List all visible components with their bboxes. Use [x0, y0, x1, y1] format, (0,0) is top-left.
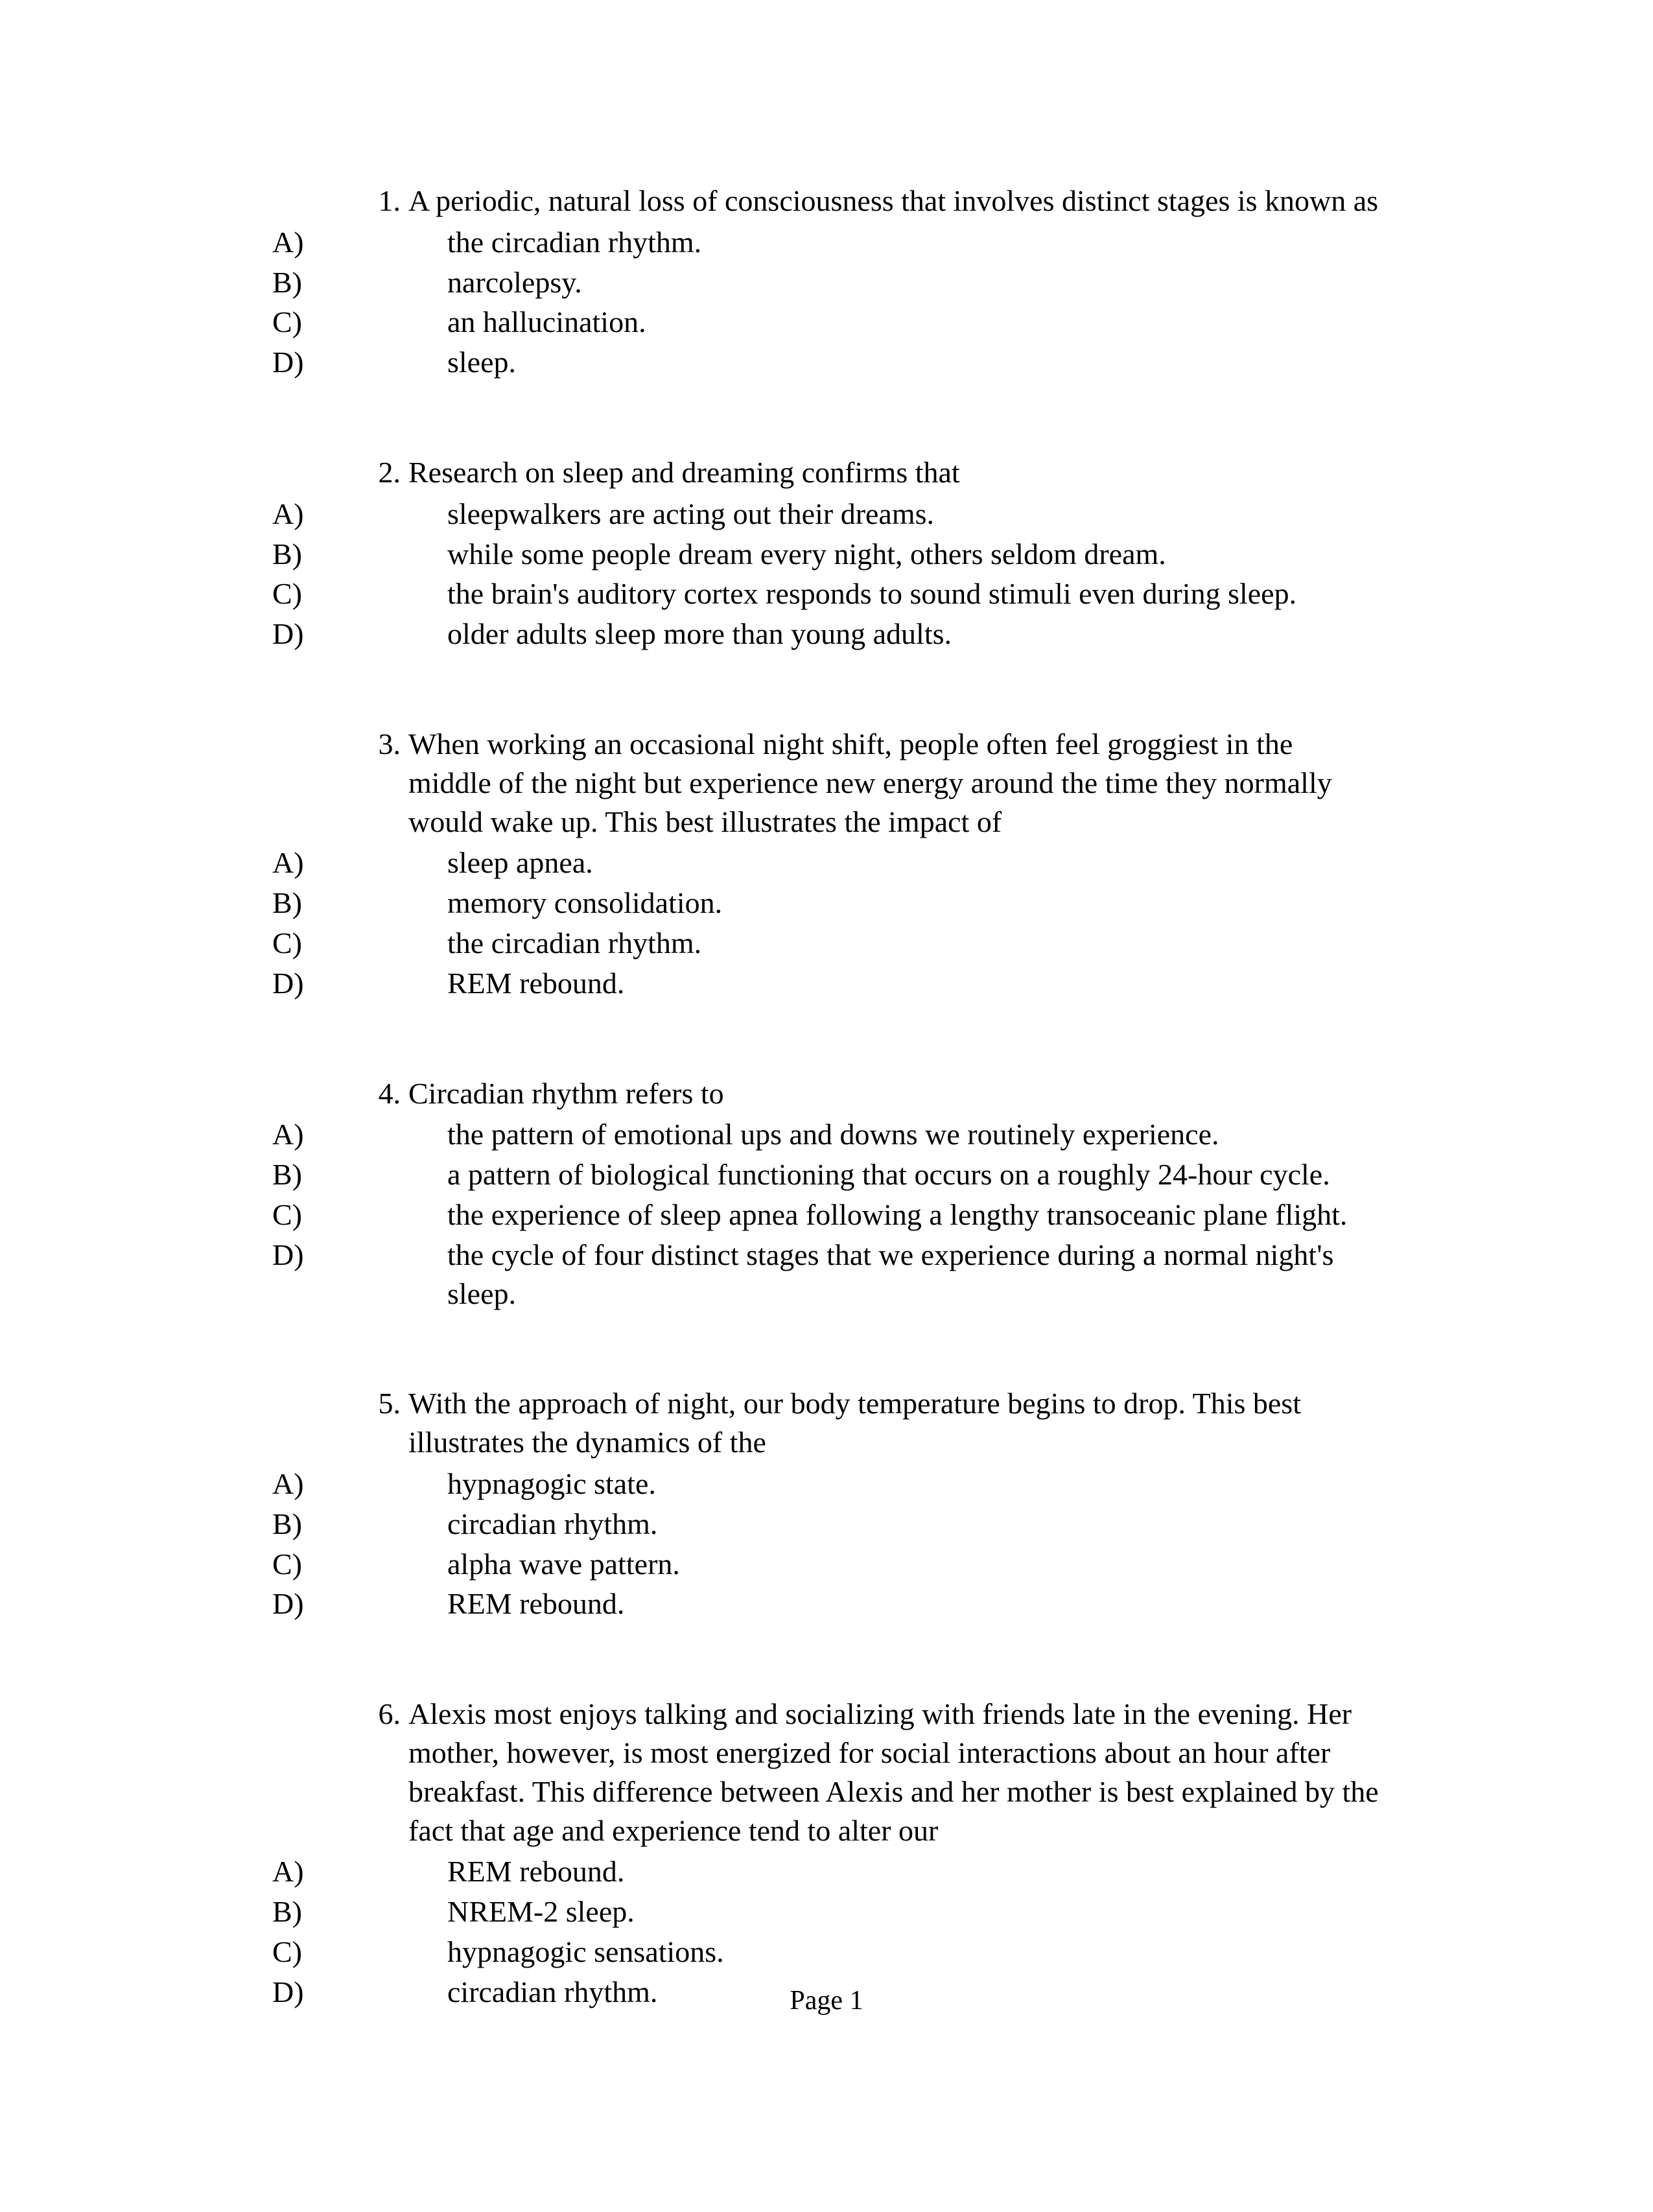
option-label: A)	[272, 495, 447, 534]
option-text: the brain's auditory cortex responds to …	[447, 574, 1381, 613]
option-label: C)	[272, 303, 447, 342]
option-label: B)	[272, 535, 447, 574]
option-text: narcolepsy.	[447, 263, 1381, 302]
option-row: C) hypnagogic sensations.	[272, 1933, 1381, 1971]
option-label: A)	[272, 1852, 447, 1891]
page-footer: Page 1	[0, 1985, 1653, 2016]
question-stem: 6. Alexis most enjoys talking and social…	[272, 1695, 1381, 1850]
option-row: B) a pattern of biological functioning t…	[272, 1155, 1381, 1194]
option-label: B)	[272, 1892, 447, 1931]
question-stem: 4. Circadian rhythm refers to	[272, 1074, 1381, 1113]
option-text: REM rebound.	[447, 1852, 1381, 1891]
question-text: Circadian rhythm refers to	[408, 1074, 1381, 1113]
option-row: A) sleep apnea.	[272, 843, 1381, 882]
option-row: D) the cycle of four distinct stages tha…	[272, 1236, 1381, 1313]
option-text: NREM-2 sleep.	[447, 1892, 1381, 1931]
option-label: C)	[272, 924, 447, 963]
option-row: B) NREM-2 sleep.	[272, 1892, 1381, 1931]
question-block: 2. Research on sleep and dreaming confir…	[272, 453, 1381, 653]
option-row: B) while some people dream every night, …	[272, 535, 1381, 574]
option-row: C) the brain's auditory cortex responds …	[272, 574, 1381, 613]
option-label: D)	[272, 964, 447, 1003]
option-row: C) the circadian rhythm.	[272, 924, 1381, 963]
question-number: 3.	[350, 725, 408, 841]
option-text: while some people dream every night, oth…	[447, 535, 1381, 574]
option-row: C) the experience of sleep apnea followi…	[272, 1195, 1381, 1234]
option-text: REM rebound.	[447, 964, 1381, 1003]
option-label: A)	[272, 1465, 447, 1503]
option-label: D)	[272, 615, 447, 653]
page-number: Page 1	[790, 1986, 863, 2016]
option-text: the circadian rhythm.	[447, 924, 1381, 963]
question-number: 6.	[350, 1695, 408, 1850]
option-row: A) the circadian rhythm.	[272, 223, 1381, 262]
option-label: B)	[272, 1155, 447, 1194]
option-row: A) sleepwalkers are acting out their dre…	[272, 495, 1381, 534]
option-text: a pattern of biological functioning that…	[447, 1155, 1381, 1194]
question-number: 2.	[350, 453, 408, 492]
question-text: Research on sleep and dreaming confirms …	[408, 453, 1381, 492]
option-text: an hallucination.	[447, 303, 1381, 342]
question-block: 5. With the approach of night, our body …	[272, 1384, 1381, 1623]
option-row: D) sleep.	[272, 343, 1381, 382]
option-label: C)	[272, 1545, 447, 1584]
option-label: C)	[272, 1195, 447, 1234]
question-stem: 3. When working an occasional night shif…	[272, 725, 1381, 841]
option-text: alpha wave pattern.	[447, 1545, 1381, 1584]
option-row: B) memory consolidation.	[272, 884, 1381, 923]
option-row: A) hypnagogic state.	[272, 1465, 1381, 1503]
option-text: older adults sleep more than young adult…	[447, 615, 1381, 653]
option-text: circadian rhythm.	[447, 1505, 1381, 1544]
option-row: D) REM rebound.	[272, 1584, 1381, 1623]
option-text: the circadian rhythm.	[447, 223, 1381, 262]
question-stem: 5. With the approach of night, our body …	[272, 1384, 1381, 1462]
option-label: A)	[272, 223, 447, 262]
option-text: the cycle of four distinct stages that w…	[447, 1236, 1381, 1313]
question-block: 3. When working an occasional night shif…	[272, 725, 1381, 1003]
question-number: 4.	[350, 1074, 408, 1113]
question-block: 1. A periodic, natural loss of conscious…	[272, 182, 1381, 382]
option-label: D)	[272, 343, 447, 382]
option-label: D)	[272, 1584, 447, 1623]
option-row: A) the pattern of emotional ups and down…	[272, 1115, 1381, 1154]
question-text: When working an occasional night shift, …	[408, 725, 1381, 841]
option-label: B)	[272, 884, 447, 923]
option-label: C)	[272, 1933, 447, 1971]
question-stem: 1. A periodic, natural loss of conscious…	[272, 182, 1381, 220]
question-number: 5.	[350, 1384, 408, 1462]
option-text: memory consolidation.	[447, 884, 1381, 923]
option-text: sleepwalkers are acting out their dreams…	[447, 495, 1381, 534]
option-row: C) an hallucination.	[272, 303, 1381, 342]
question-text: A periodic, natural loss of consciousnes…	[408, 182, 1381, 220]
option-label: C)	[272, 574, 447, 613]
option-text: REM rebound.	[447, 1584, 1381, 1623]
option-row: B) narcolepsy.	[272, 263, 1381, 302]
question-text: Alexis most enjoys talking and socializi…	[408, 1695, 1381, 1850]
option-text: the experience of sleep apnea following …	[447, 1195, 1381, 1234]
option-label: B)	[272, 263, 447, 302]
option-text: sleep apnea.	[447, 843, 1381, 882]
option-row: D) REM rebound.	[272, 964, 1381, 1003]
option-row: B) circadian rhythm.	[272, 1505, 1381, 1544]
option-text: hypnagogic state.	[447, 1465, 1381, 1503]
page-content: 1. A periodic, natural loss of conscious…	[0, 0, 1653, 2212]
question-block: 4. Circadian rhythm refers to A) the pat…	[272, 1074, 1381, 1313]
option-text: the pattern of emotional ups and downs w…	[447, 1115, 1381, 1154]
option-label: D)	[272, 1236, 447, 1313]
option-label: A)	[272, 1115, 447, 1154]
option-row: D) older adults sleep more than young ad…	[272, 615, 1381, 653]
question-text: With the approach of night, our body tem…	[408, 1384, 1381, 1462]
question-stem: 2. Research on sleep and dreaming confir…	[272, 453, 1381, 492]
question-block: 6. Alexis most enjoys talking and social…	[272, 1695, 1381, 2011]
option-row: C) alpha wave pattern.	[272, 1545, 1381, 1584]
option-label: B)	[272, 1505, 447, 1544]
option-text: sleep.	[447, 343, 1381, 382]
question-number: 1.	[350, 182, 408, 220]
option-text: hypnagogic sensations.	[447, 1933, 1381, 1971]
option-row: A) REM rebound.	[272, 1852, 1381, 1891]
option-label: A)	[272, 843, 447, 882]
